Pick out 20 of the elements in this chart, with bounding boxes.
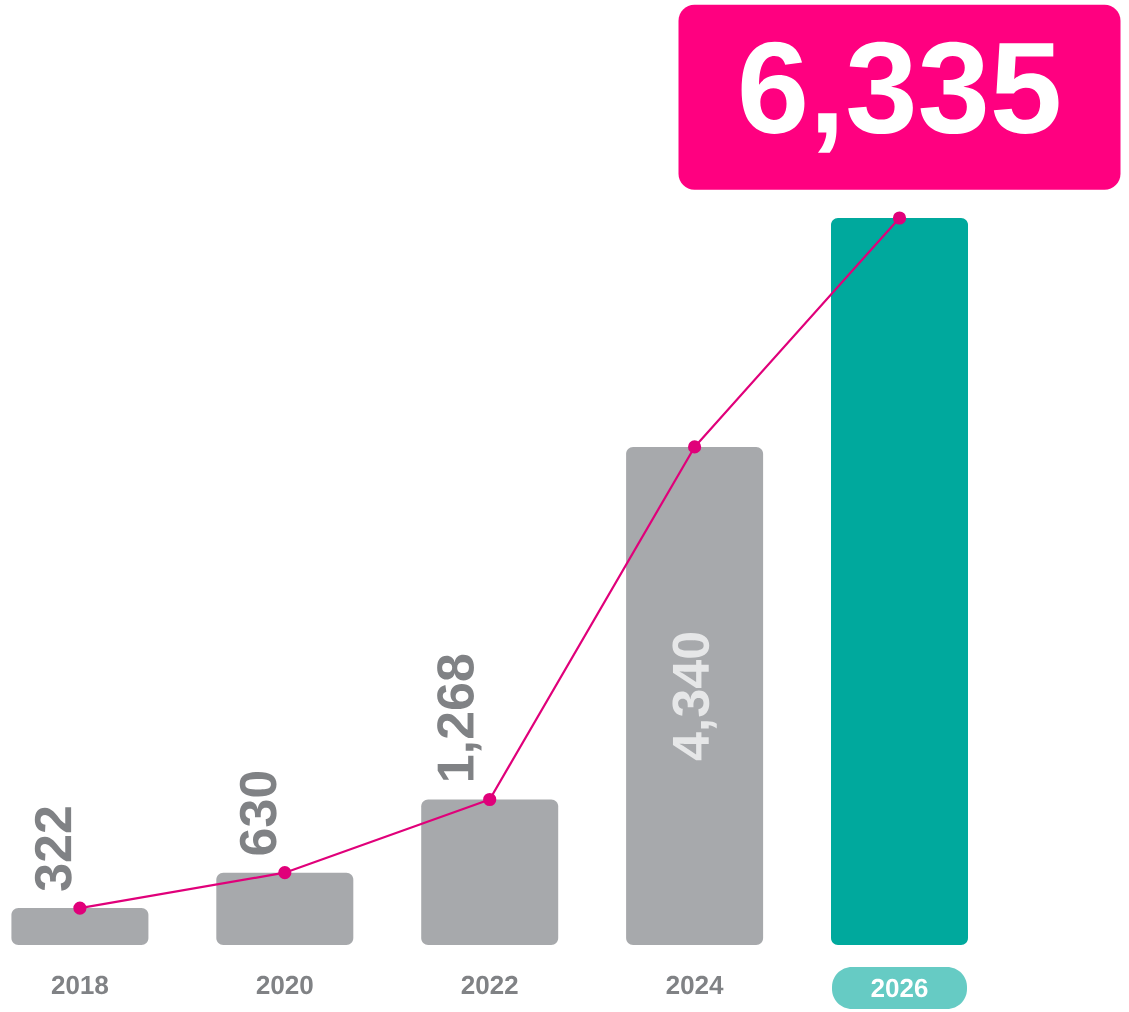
x-tick-label: 2020 <box>256 975 313 995</box>
bar <box>626 446 764 945</box>
data-label: 4,340 <box>672 633 717 761</box>
bar <box>421 799 559 945</box>
bar <box>216 872 354 945</box>
point <box>278 866 292 880</box>
x-tick-label: 2018 <box>51 975 109 995</box>
bar <box>11 908 149 945</box>
x-tick-label: 2024 <box>666 975 724 995</box>
data-label: 322 <box>34 807 72 891</box>
bar <box>831 217 968 945</box>
data-label: 630 <box>239 771 277 855</box>
point <box>892 211 907 225</box>
data-label: 6,335 <box>741 41 1059 153</box>
x-tick-label: 2022 <box>461 975 518 995</box>
point <box>483 792 497 807</box>
data-label: 1,268 <box>437 654 482 780</box>
x-tick-label: 2026 <box>871 978 928 998</box>
point <box>73 901 87 915</box>
point <box>688 440 702 454</box>
